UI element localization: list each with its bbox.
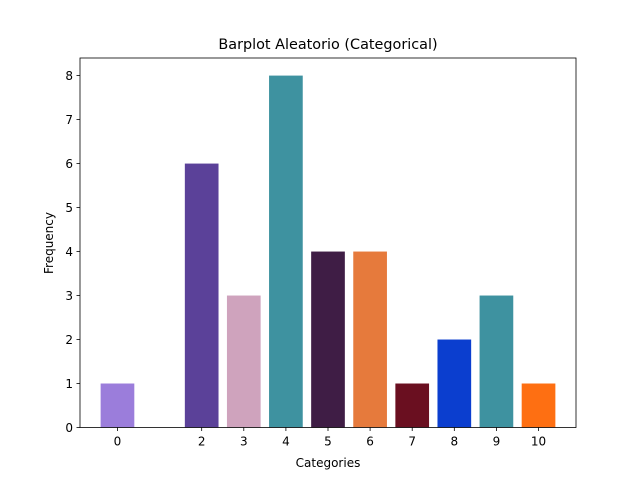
y-tick-label: 8 [65, 69, 73, 83]
x-tick-label: 7 [408, 435, 416, 449]
bars-group [100, 75, 556, 428]
y-tick-label: 0 [65, 421, 73, 435]
x-tick-label: 5 [324, 435, 332, 449]
x-tick-label: 6 [366, 435, 374, 449]
bar-0 [100, 383, 135, 428]
bar-5 [311, 251, 345, 428]
x-tick-label: 3 [240, 435, 248, 449]
x-ticks-group: 0 2 3 4 5 6 7 8 9 10 [114, 427, 546, 449]
y-tick-label: 7 [65, 113, 73, 127]
bar-3 [226, 295, 261, 428]
y-tick-label: 6 [65, 157, 73, 171]
x-tick-label: 0 [114, 435, 122, 449]
x-tick-label: 10 [531, 435, 546, 449]
x-tick-label: 4 [282, 435, 290, 449]
y-tick-label: 1 [65, 377, 73, 391]
x-axis-label: Categories [296, 456, 361, 470]
y-tick-label: 2 [65, 333, 73, 347]
y-tick-label: 5 [65, 201, 73, 215]
bar-7 [395, 383, 430, 428]
x-tick-label: 9 [493, 435, 501, 449]
bar-8 [437, 339, 472, 428]
y-axis-label: Frequency [42, 212, 56, 274]
bar-2 [184, 163, 219, 428]
bar-9 [479, 295, 514, 428]
x-tick-label: 2 [198, 435, 206, 449]
bar-10 [521, 383, 556, 428]
bar-6 [353, 251, 387, 428]
chart-title: Barplot Aleatorio (Categorical) [218, 37, 437, 53]
y-tick-label: 4 [65, 245, 73, 259]
y-tick-label: 3 [65, 289, 73, 303]
y-ticks-group: 0 1 2 3 4 5 6 7 8 [65, 69, 80, 435]
x-tick-label: 8 [450, 435, 458, 449]
bar-4 [269, 75, 303, 428]
